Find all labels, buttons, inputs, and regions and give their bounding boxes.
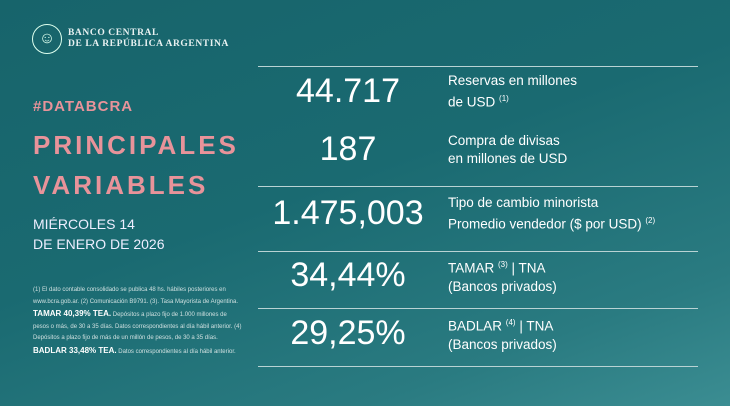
hashtag: #DATABCRA	[33, 98, 134, 115]
note-text: (1) El dato contable consolidado se publ…	[33, 287, 238, 305]
variable-tipo-cambio: 1.475,003 Tipo de cambio minorista Promed…	[258, 194, 698, 234]
footnote-ref: (1)	[499, 94, 509, 103]
divider	[258, 66, 698, 67]
variable-label: | TNA	[515, 318, 554, 334]
note-badlar: BADLAR 33,48% TEA.	[33, 345, 117, 355]
page-title: PRINCIPALES VARIABLES	[33, 125, 239, 205]
date-line2: DE ENERO DE 2026	[33, 236, 165, 252]
note-tamar: TAMAR 40,39% TEA.	[33, 309, 112, 318]
divider	[258, 366, 698, 367]
variable-label: Reservas en millones	[448, 73, 578, 88]
date: MIÉRCOLES 14 DE ENERO DE 2026	[33, 214, 165, 254]
divider	[258, 186, 698, 187]
note-text: Datos correspondientes al día hábil ante…	[116, 348, 236, 355]
brand-line2: DE LA REPÚBLICA ARGENTINA	[68, 39, 229, 49]
variable-tamar: 34,44% TAMAR (3) | TNA (Bancos privados)	[258, 256, 698, 296]
divider	[258, 251, 698, 252]
variable-label: Tipo de cambio minorista	[448, 195, 599, 210]
variable-value: 34,44%	[290, 256, 406, 295]
variable-label: | TNA	[507, 260, 546, 276]
footnote-ref: (4)	[505, 318, 516, 327]
variable-label: (Bancos privados)	[448, 336, 557, 352]
brand-line1: BANCO CENTRAL	[68, 28, 159, 38]
variable-compra-divisas: 187 Compra de divisas en millones de USD	[258, 130, 698, 169]
variable-label: (Bancos privados)	[448, 278, 557, 294]
title-line2: VARIABLES	[33, 170, 209, 200]
divider	[258, 308, 698, 309]
variable-label: Compra de divisas	[448, 132, 560, 148]
variable-label: BADLAR	[448, 318, 503, 334]
variable-value: 44.717	[296, 72, 400, 111]
variable-value: 29,25%	[290, 314, 406, 353]
variable-label: Promedio vendedor ($ por USD)	[448, 216, 642, 232]
variable-reservas: 44.717 Reservas en millones de USD (1)	[258, 72, 698, 112]
seal-icon: ☺	[32, 24, 62, 54]
variable-label: en millones de USD	[448, 150, 568, 166]
title-line1: PRINCIPALES	[33, 130, 239, 160]
variable-value: 1.475,003	[272, 194, 424, 233]
bcra-logo: ☺ BANCO CENTRAL DE LA REPÚBLICA ARGENTINA	[32, 24, 229, 54]
footnote-ref: (2)	[645, 216, 656, 225]
variable-label: de USD	[448, 94, 496, 110]
date-line1: MIÉRCOLES 14	[33, 216, 135, 232]
footnote-ref: (3)	[498, 260, 508, 269]
note-text: Depósitos a plazo fijo de 1.000 millones…	[33, 312, 242, 341]
variable-badlar: 29,25% BADLAR (4) | TNA (Bancos privados)	[258, 314, 698, 354]
variable-label: TAMAR	[448, 260, 495, 276]
footnotes: (1) El dato contable consolidado se publ…	[33, 285, 243, 358]
variable-value: 187	[319, 130, 377, 168]
